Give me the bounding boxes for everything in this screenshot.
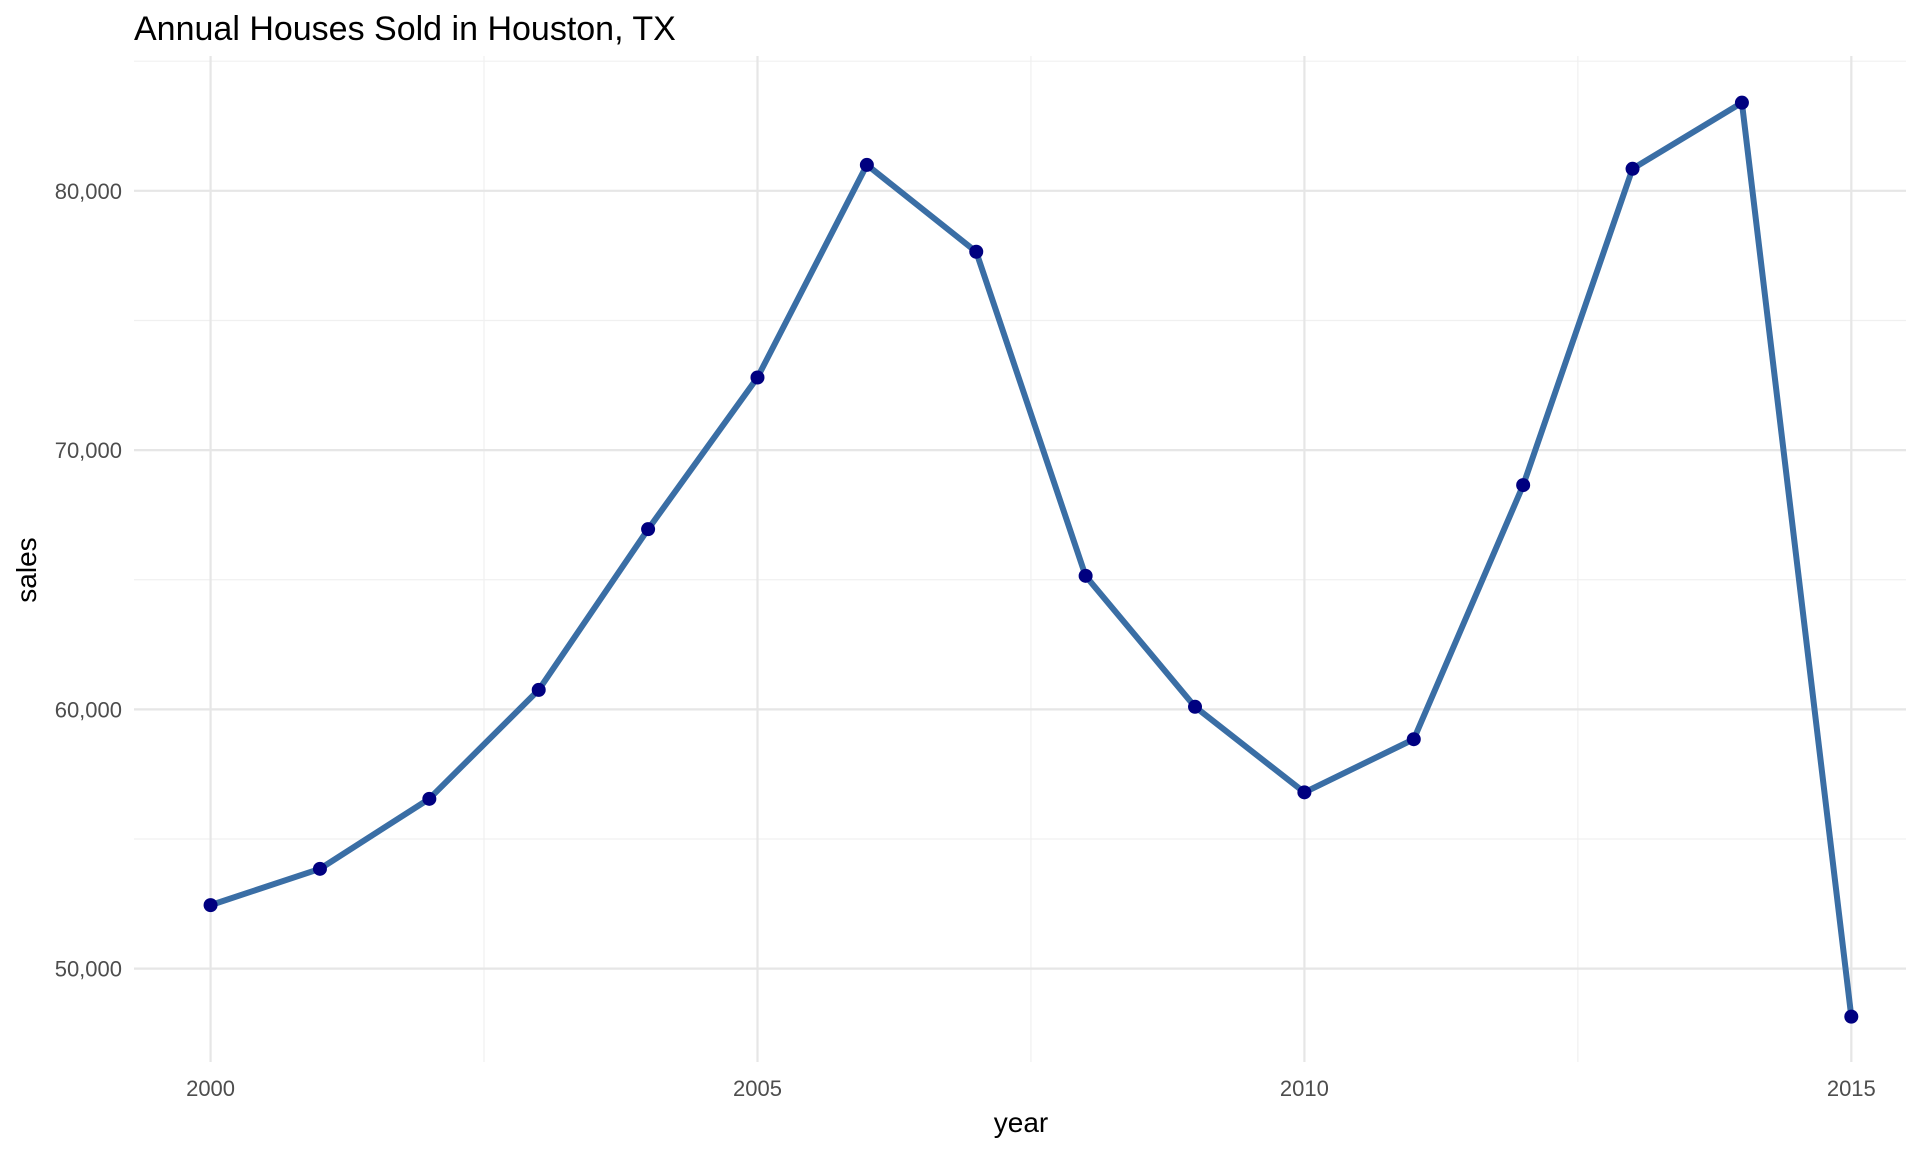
data-point-2006 — [859, 157, 874, 172]
x-axis-title: year — [994, 1107, 1048, 1138]
y-axis-title: sales — [11, 537, 42, 602]
y-tick-label: 80,000 — [55, 179, 122, 204]
series-line — [207, 99, 1855, 1020]
y-tick-label: 50,000 — [55, 957, 122, 982]
major-gridlines — [134, 56, 1906, 1062]
y-tick-label: 60,000 — [55, 697, 122, 722]
data-point-2003 — [531, 682, 546, 697]
series-line-group — [207, 99, 1855, 1020]
minor-gridlines — [134, 56, 1906, 1062]
x-tick-label: 2000 — [186, 1076, 235, 1101]
x-tick-label: 2005 — [733, 1076, 782, 1101]
x-axis-ticks: 2000 2005 2010 2015 — [186, 1076, 1876, 1101]
data-point-2009 — [1188, 699, 1203, 714]
data-point-2015 — [1844, 1009, 1859, 1024]
data-point-2010 — [1297, 785, 1312, 800]
data-point-2000 — [203, 898, 218, 913]
data-point-2014 — [1734, 95, 1749, 110]
x-tick-label: 2010 — [1280, 1076, 1329, 1101]
data-point-2011 — [1406, 732, 1421, 747]
data-point-2002 — [422, 791, 437, 806]
data-point-2001 — [312, 861, 327, 876]
y-axis-ticks: 50,000 60,000 70,000 80,000 — [55, 179, 122, 982]
data-points — [203, 95, 1859, 1024]
data-point-2012 — [1516, 478, 1531, 493]
data-point-2007 — [969, 244, 984, 259]
data-point-2008 — [1078, 568, 1093, 583]
data-point-2013 — [1625, 161, 1640, 176]
x-tick-label: 2015 — [1827, 1076, 1876, 1101]
chart-title: Annual Houses Sold in Houston, TX — [134, 10, 676, 48]
data-point-2005 — [750, 370, 765, 385]
y-tick-label: 70,000 — [55, 438, 122, 463]
data-point-2004 — [641, 522, 656, 537]
